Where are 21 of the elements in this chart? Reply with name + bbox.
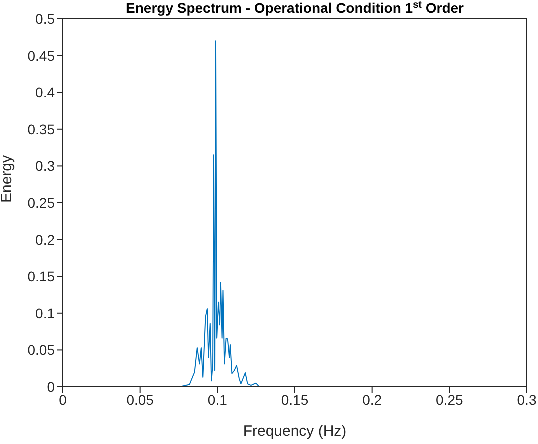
y-tick-label: 0.15 — [28, 268, 56, 285]
x-tick-label: 0.1 — [208, 392, 228, 408]
x-tick-label: 0.2 — [362, 392, 382, 408]
chart-title: Energy Spectrum - Operational Condition 1$^{st}$ Order — [126, 0, 465, 16]
y-axis-title: Energy — [0, 154, 16, 203]
x-tick-label: 0.3 — [517, 392, 537, 408]
x-tick-label: 0.05 — [126, 392, 154, 408]
y-tick-label: 0 — [47, 378, 56, 395]
y-tick-label: 0.1 — [36, 305, 56, 322]
y-tick-label: 0.45 — [28, 48, 56, 64]
x-tick-label: 0.25 — [436, 392, 464, 408]
y-tick-label: 0.2 — [36, 232, 56, 248]
y-tick-label: 0.25 — [28, 194, 56, 211]
y-tick-label: 0.35 — [28, 121, 56, 138]
x-tick-label: 0.15 — [281, 392, 309, 408]
x-tick-label: 0 — [59, 392, 68, 408]
x-axis-title: Frequency (Hz) — [243, 423, 347, 440]
y-tick-label: 0.5 — [36, 10, 56, 27]
y-tick-label: 0.3 — [36, 158, 56, 174]
y-tick-label: 0.05 — [28, 342, 56, 358]
y-tick-label: 0.4 — [36, 84, 56, 101]
